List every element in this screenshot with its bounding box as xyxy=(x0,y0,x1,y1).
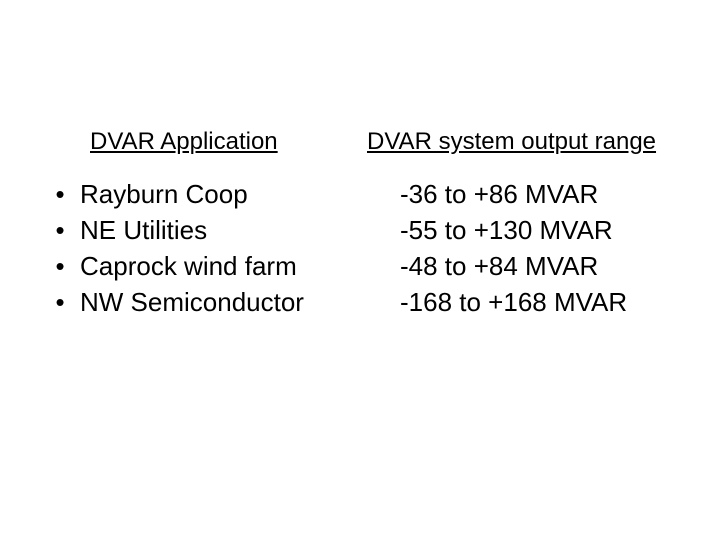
header-application: DVAR Application xyxy=(90,128,278,156)
list-item: • NW Semiconductor xyxy=(40,284,360,320)
list-item: • NE Utilities xyxy=(40,212,360,248)
application-label: Caprock wind farm xyxy=(80,248,360,284)
range-value: -48 to +84 MVAR xyxy=(400,248,700,284)
list-item: • Caprock wind farm xyxy=(40,248,360,284)
range-value: -55 to +130 MVAR xyxy=(400,212,700,248)
range-value: -168 to +168 MVAR xyxy=(400,284,700,320)
slide: DVAR Application DVAR system output rang… xyxy=(0,0,720,540)
applications-column: • Rayburn Coop • NE Utilities • Caprock … xyxy=(40,176,360,320)
bullet-icon: • xyxy=(40,248,80,284)
bullet-icon: • xyxy=(40,176,80,212)
header-output-range: DVAR system output range xyxy=(367,128,656,156)
ranges-column: -36 to +86 MVAR -55 to +130 MVAR -48 to … xyxy=(400,176,700,320)
application-label: NW Semiconductor xyxy=(80,284,360,320)
application-label: NE Utilities xyxy=(80,212,360,248)
bullet-icon: • xyxy=(40,284,80,320)
range-value: -36 to +86 MVAR xyxy=(400,176,700,212)
bullet-icon: • xyxy=(40,212,80,248)
list-item: • Rayburn Coop xyxy=(40,176,360,212)
application-label: Rayburn Coop xyxy=(80,176,360,212)
